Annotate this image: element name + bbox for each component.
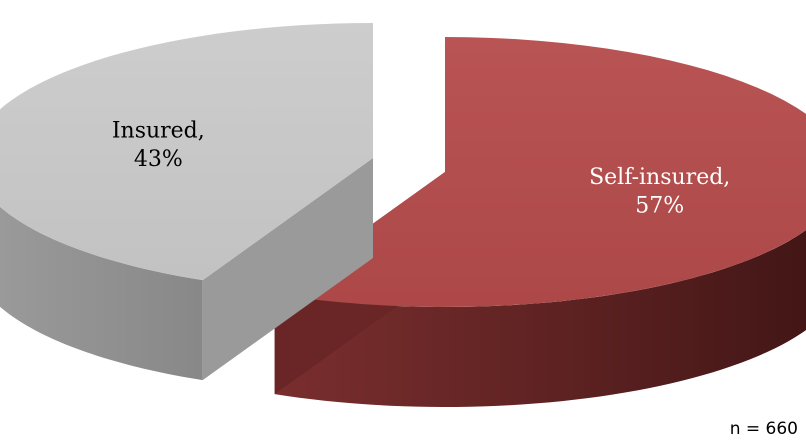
- slice-insured-label-name: Insured,: [112, 118, 205, 143]
- slice-self-insured-label: Self-insured, 57%: [589, 165, 730, 219]
- slice-insured-cut-face: [202, 158, 373, 381]
- slice-insured-label-value: 43%: [134, 147, 183, 172]
- slice-self-insured-label-value: 57%: [635, 193, 684, 218]
- slice-self-insured-side: [274, 230, 806, 407]
- slice-insured-side: [0, 206, 203, 381]
- slice-self-insured: [274, 37, 806, 407]
- slice-self-insured-label-name: Self-insured,: [589, 165, 730, 190]
- slice-insured-label: Insured, 43%: [112, 118, 205, 172]
- slice-insured-top: [0, 23, 373, 281]
- sample-size-label: n = 660: [729, 419, 798, 439]
- slice-self-insured-top: [274, 37, 806, 307]
- slice-insured: [0, 23, 373, 381]
